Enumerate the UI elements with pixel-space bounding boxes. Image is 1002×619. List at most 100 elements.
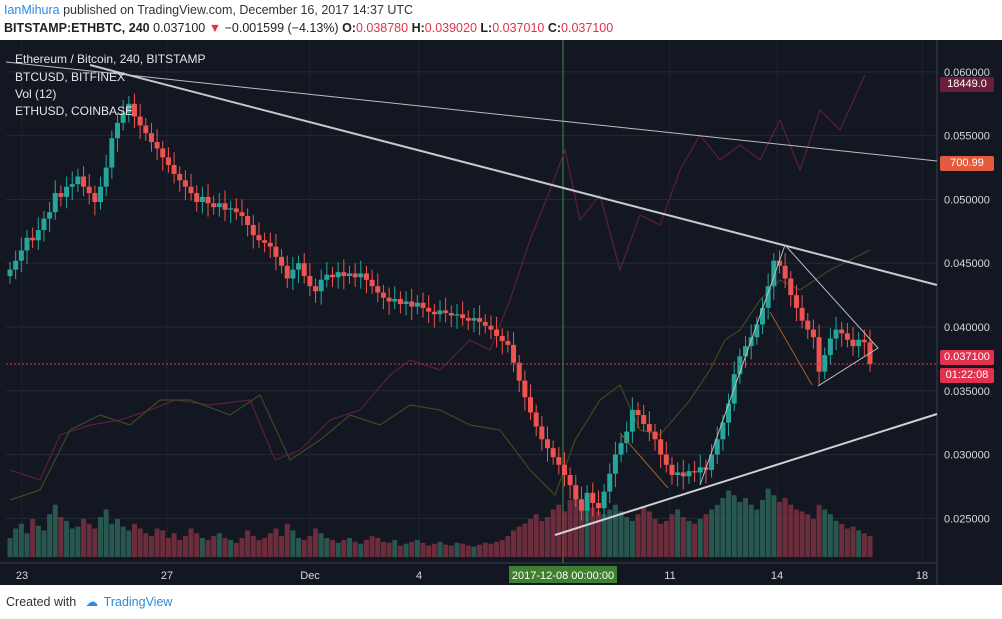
volume-bar	[120, 526, 126, 557]
candle-body	[839, 329, 845, 334]
candle-body	[380, 292, 386, 298]
candle-body	[765, 286, 771, 308]
price-change: −0.001599 (−4.13%)	[224, 21, 339, 35]
candle-body	[120, 112, 126, 123]
volume-bar	[805, 514, 811, 557]
volume-bar	[646, 511, 652, 557]
candle-body	[137, 116, 143, 126]
volume-bar	[505, 536, 511, 557]
close-label: C:	[547, 21, 562, 35]
volume-bar	[47, 514, 53, 557]
tradingview-link[interactable]: TradingView	[103, 595, 173, 609]
volume-bar	[24, 533, 30, 557]
candle-body	[624, 431, 630, 444]
candle-body	[250, 224, 256, 236]
volume-bar	[341, 539, 347, 557]
volume-bar	[867, 536, 873, 557]
close-value: 0.037100	[561, 21, 614, 35]
candle-body	[776, 260, 782, 266]
candle-body	[448, 312, 454, 316]
volume-bar	[709, 509, 715, 557]
candle-body	[465, 318, 471, 321]
volume-bar	[482, 542, 488, 557]
volume-bar	[273, 528, 279, 557]
candle-body	[233, 208, 239, 213]
candle-body	[850, 339, 856, 347]
volume-bar	[754, 509, 760, 557]
candle-body	[188, 186, 194, 194]
candle-body	[533, 412, 539, 427]
volume-bar	[460, 543, 466, 557]
volume-bar	[131, 523, 137, 557]
candle-body	[335, 272, 341, 278]
candle-body	[494, 329, 500, 336]
candle-body	[13, 260, 19, 270]
flag-line	[619, 432, 669, 489]
volume-bar	[375, 538, 381, 557]
countdown-tag: 01:22:08	[940, 368, 994, 383]
candle-body	[199, 196, 205, 203]
volume-bar	[477, 544, 483, 557]
candle-body	[601, 491, 607, 509]
candle-body	[720, 422, 726, 440]
volume-bar	[301, 539, 307, 557]
candle-body	[443, 310, 449, 313]
volume-bar	[528, 519, 534, 557]
volume-bar	[256, 539, 262, 557]
volume-bar	[13, 528, 19, 557]
candle-body	[726, 403, 732, 423]
legend-volume: Vol (12)	[15, 87, 57, 101]
candle-body	[584, 492, 590, 511]
y-tick-label: 0.045000	[944, 258, 990, 270]
flag-line	[769, 311, 813, 386]
candle-body	[505, 341, 511, 345]
x-tick-label: 18	[916, 570, 928, 582]
volume-bar	[629, 520, 635, 557]
legend-btcusd: BTCUSD, BITFINEX	[15, 70, 126, 84]
candle-body	[245, 216, 251, 225]
candle-body	[126, 103, 132, 113]
candle-body	[222, 203, 228, 210]
high-value: 0.039020	[424, 21, 477, 35]
volume-bar	[488, 543, 494, 557]
volume-bar	[760, 500, 765, 557]
volume-bar	[245, 530, 251, 557]
volume-bar	[839, 523, 845, 557]
candle-body	[567, 474, 573, 486]
candle-body	[386, 297, 392, 302]
candle-body	[709, 454, 715, 470]
volume-bar	[590, 507, 596, 557]
price-chart[interactable]: 0.060000 0.055000 0.050000 0.045000 0.040000…	[0, 40, 1002, 585]
volume-bar	[686, 520, 692, 557]
last-price-tag: 0.037100	[940, 350, 994, 365]
volume-bar	[850, 526, 856, 557]
volume-bar	[448, 545, 454, 557]
triangle-pattern	[784, 244, 879, 387]
candle-body	[669, 464, 675, 475]
volume-bar	[58, 517, 64, 557]
volume-bar	[533, 514, 539, 557]
candle-body	[52, 193, 58, 213]
candle-body	[658, 439, 664, 455]
volume-bar	[561, 511, 567, 557]
volume-bar	[827, 514, 833, 557]
candle-body	[148, 133, 154, 143]
volume-bar	[607, 509, 613, 557]
trendline-upper-long	[5, 61, 938, 162]
volume-bar	[539, 520, 545, 557]
author-link[interactable]: IanMihura	[4, 3, 60, 17]
volume-bar	[177, 539, 183, 557]
volume-bar	[567, 500, 573, 557]
chart-area[interactable]: 0.060000 0.055000 0.050000 0.045000 0.040000…	[0, 40, 1002, 585]
volume-bar	[788, 504, 794, 557]
volume-bar	[346, 538, 352, 557]
trendline-support	[554, 413, 938, 536]
volume-bar	[324, 538, 330, 557]
y-tick-label: 0.055000	[944, 131, 990, 143]
volume-bar	[675, 509, 681, 557]
candle-body	[375, 286, 381, 293]
tradingview-logo-icon[interactable]: ☁	[85, 595, 99, 609]
volume-bar	[437, 541, 443, 557]
candle-body	[477, 318, 483, 322]
candle-body	[629, 409, 635, 432]
